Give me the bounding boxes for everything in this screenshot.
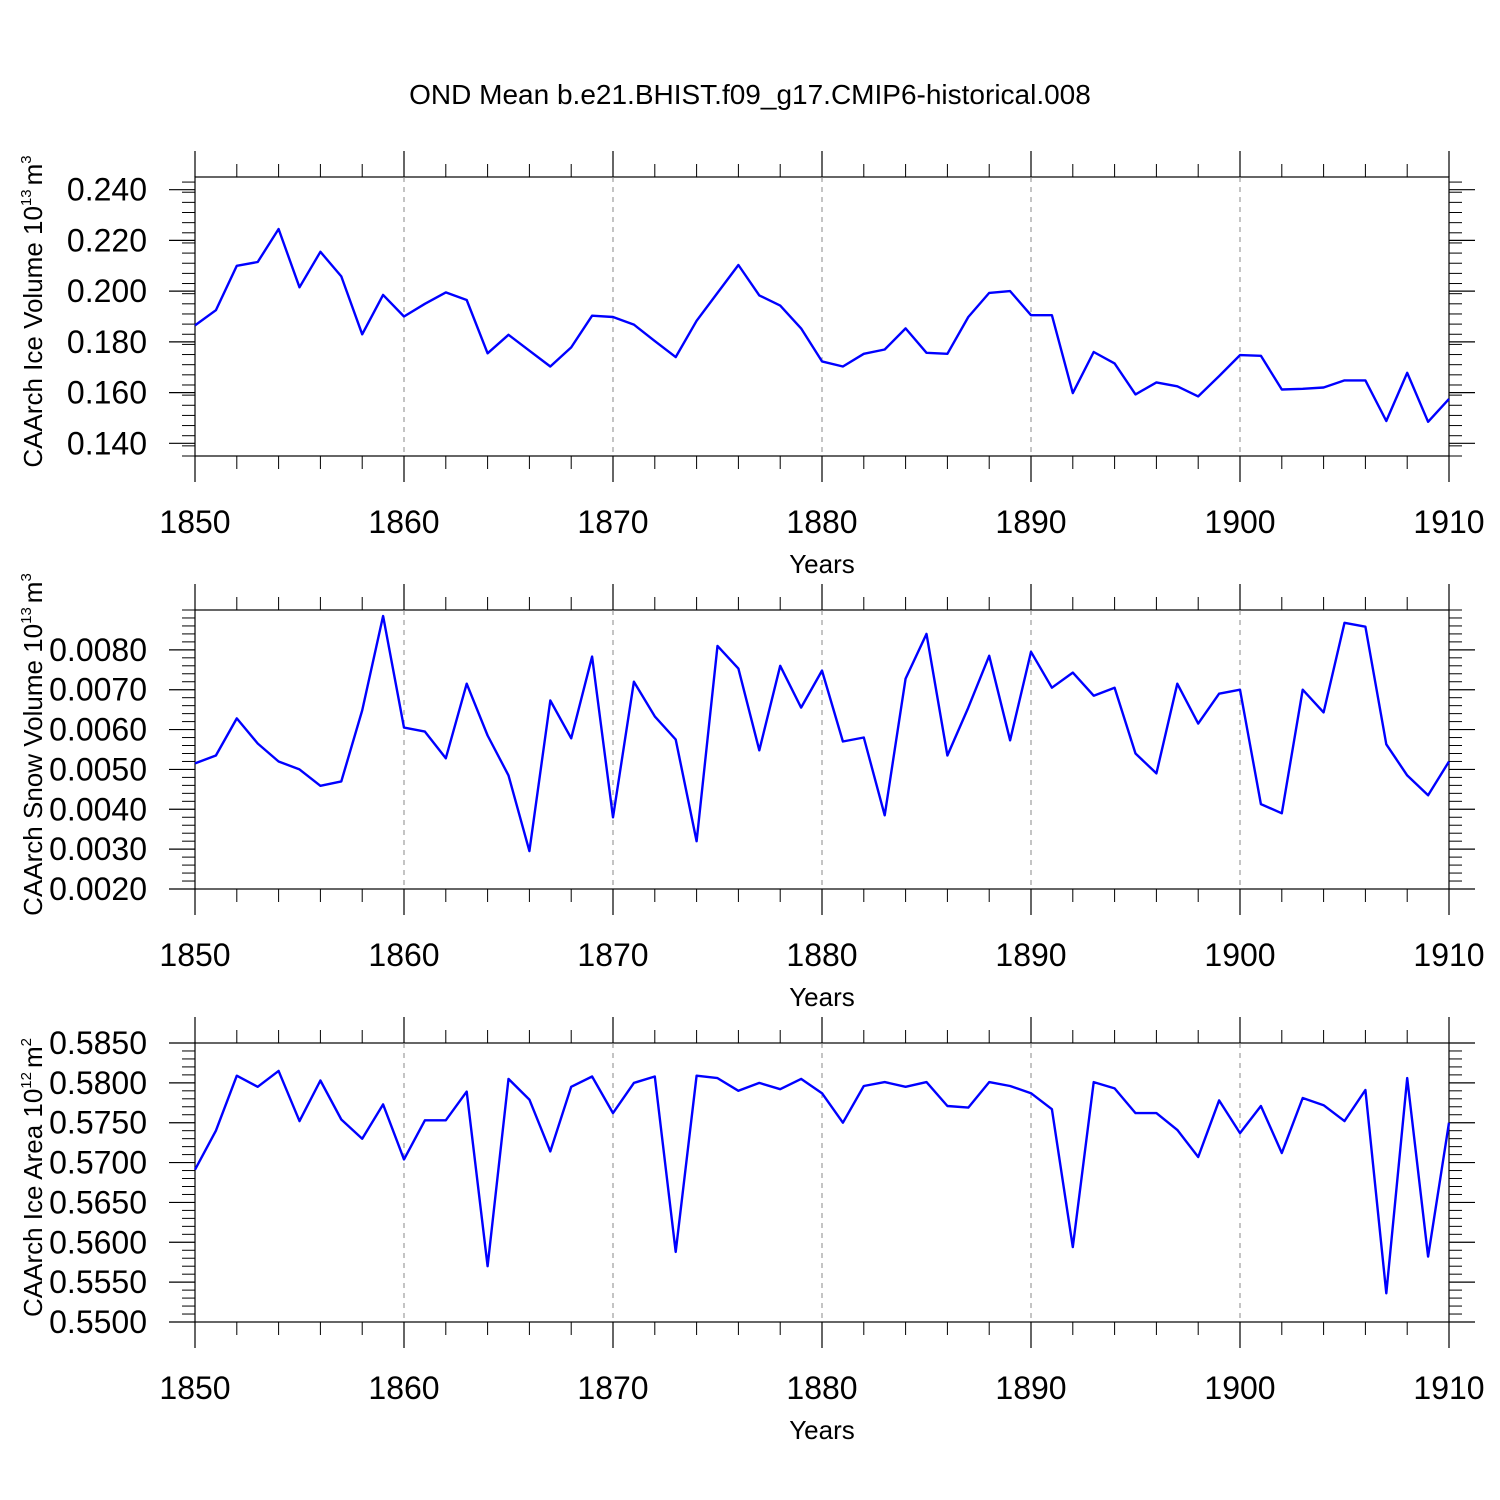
chart-3-ytick-label: 0.5800 [49, 1065, 147, 1101]
figure-title: OND Mean b.e21.BHIST.f09_g17.CMIP6-histo… [409, 79, 1091, 110]
chart-2-ytick-label: 0.0070 [49, 672, 147, 708]
chart-3-ytick-label: 0.5600 [49, 1224, 147, 1260]
chart-2-ytick-label: 0.0020 [49, 871, 147, 907]
chart-3-series-line [193, 1069, 1451, 1295]
chart-3-xtick-label: 1870 [577, 1370, 648, 1406]
chart-3-xtick-label: 1890 [995, 1370, 1066, 1406]
chart-2-ylabel: CAArch Snow Volume 1013m3 [18, 573, 48, 916]
chart-3-ylabel: CAArch Ice Area 1012m2 [18, 1038, 48, 1317]
chart-2-xtick-label: 1870 [577, 937, 648, 973]
chart-2-series-line [194, 614, 1451, 853]
chart-3-ytick-label: 0.5550 [49, 1264, 147, 1300]
chart-2-xtick-label: 1900 [1204, 937, 1275, 973]
chart-1-ytick-label: 0.180 [67, 324, 147, 360]
chart-3-ytick-label: 0.5850 [49, 1025, 147, 1061]
chart-2-ytick-label: 0.0050 [49, 751, 147, 787]
chart-2-ytick-label: 0.0040 [49, 791, 147, 827]
chart-1-ytick-label: 0.140 [67, 425, 147, 461]
chart-1-xlabel: Years [789, 549, 855, 579]
chart-1-ytick-label: 0.200 [67, 273, 147, 309]
chart-2-xtick-label: 1850 [159, 937, 230, 973]
chart-1-xtick-label: 1900 [1204, 504, 1275, 540]
chart-3-ytick-label: 0.5700 [49, 1145, 147, 1181]
chart-2-ytick-label: 0.0060 [49, 712, 147, 748]
chart-1-series-line [194, 227, 1450, 423]
chart-1-xtick-label: 1860 [368, 504, 439, 540]
chart-1-ylabel: CAArch Ice Volume 1013m3 [18, 155, 48, 467]
chart-3-xtick-label: 1850 [159, 1370, 230, 1406]
chart-2-xlabel: Years [789, 982, 855, 1012]
chart-3-xtick-label: 1910 [1413, 1370, 1484, 1406]
chart-2-ytick-label: 0.0030 [49, 831, 147, 867]
chart-1-xtick-label: 1890 [995, 504, 1066, 540]
chart-1-xtick-label: 1880 [786, 504, 857, 540]
chart-3-xlabel: Years [789, 1415, 855, 1445]
chart-3-xtick-label: 1880 [786, 1370, 857, 1406]
chart-2-xtick-label: 1890 [995, 937, 1066, 973]
chart-1-ytick-label: 0.160 [67, 375, 147, 411]
chart-2-xtick-label: 1910 [1413, 937, 1484, 973]
chart-3-xtick-label: 1900 [1204, 1370, 1275, 1406]
chart-1-ytick-label: 0.220 [67, 222, 147, 258]
chart-2-xtick-label: 1860 [368, 937, 439, 973]
chart-3-ytick-label: 0.5650 [49, 1184, 147, 1220]
chart-3-xtick-label: 1860 [368, 1370, 439, 1406]
chart-2-ytick-label: 0.0080 [49, 632, 147, 668]
chart-1-xtick-label: 1850 [159, 504, 230, 540]
chart-2-xtick-label: 1880 [786, 937, 857, 973]
chart-3-ytick-label: 0.5750 [49, 1105, 147, 1141]
chart-1-xtick-label: 1910 [1413, 504, 1484, 540]
chart-1-xtick-label: 1870 [577, 504, 648, 540]
chart-3-ytick-label: 0.5500 [49, 1304, 147, 1340]
chart-1-ytick-label: 0.240 [67, 172, 147, 208]
